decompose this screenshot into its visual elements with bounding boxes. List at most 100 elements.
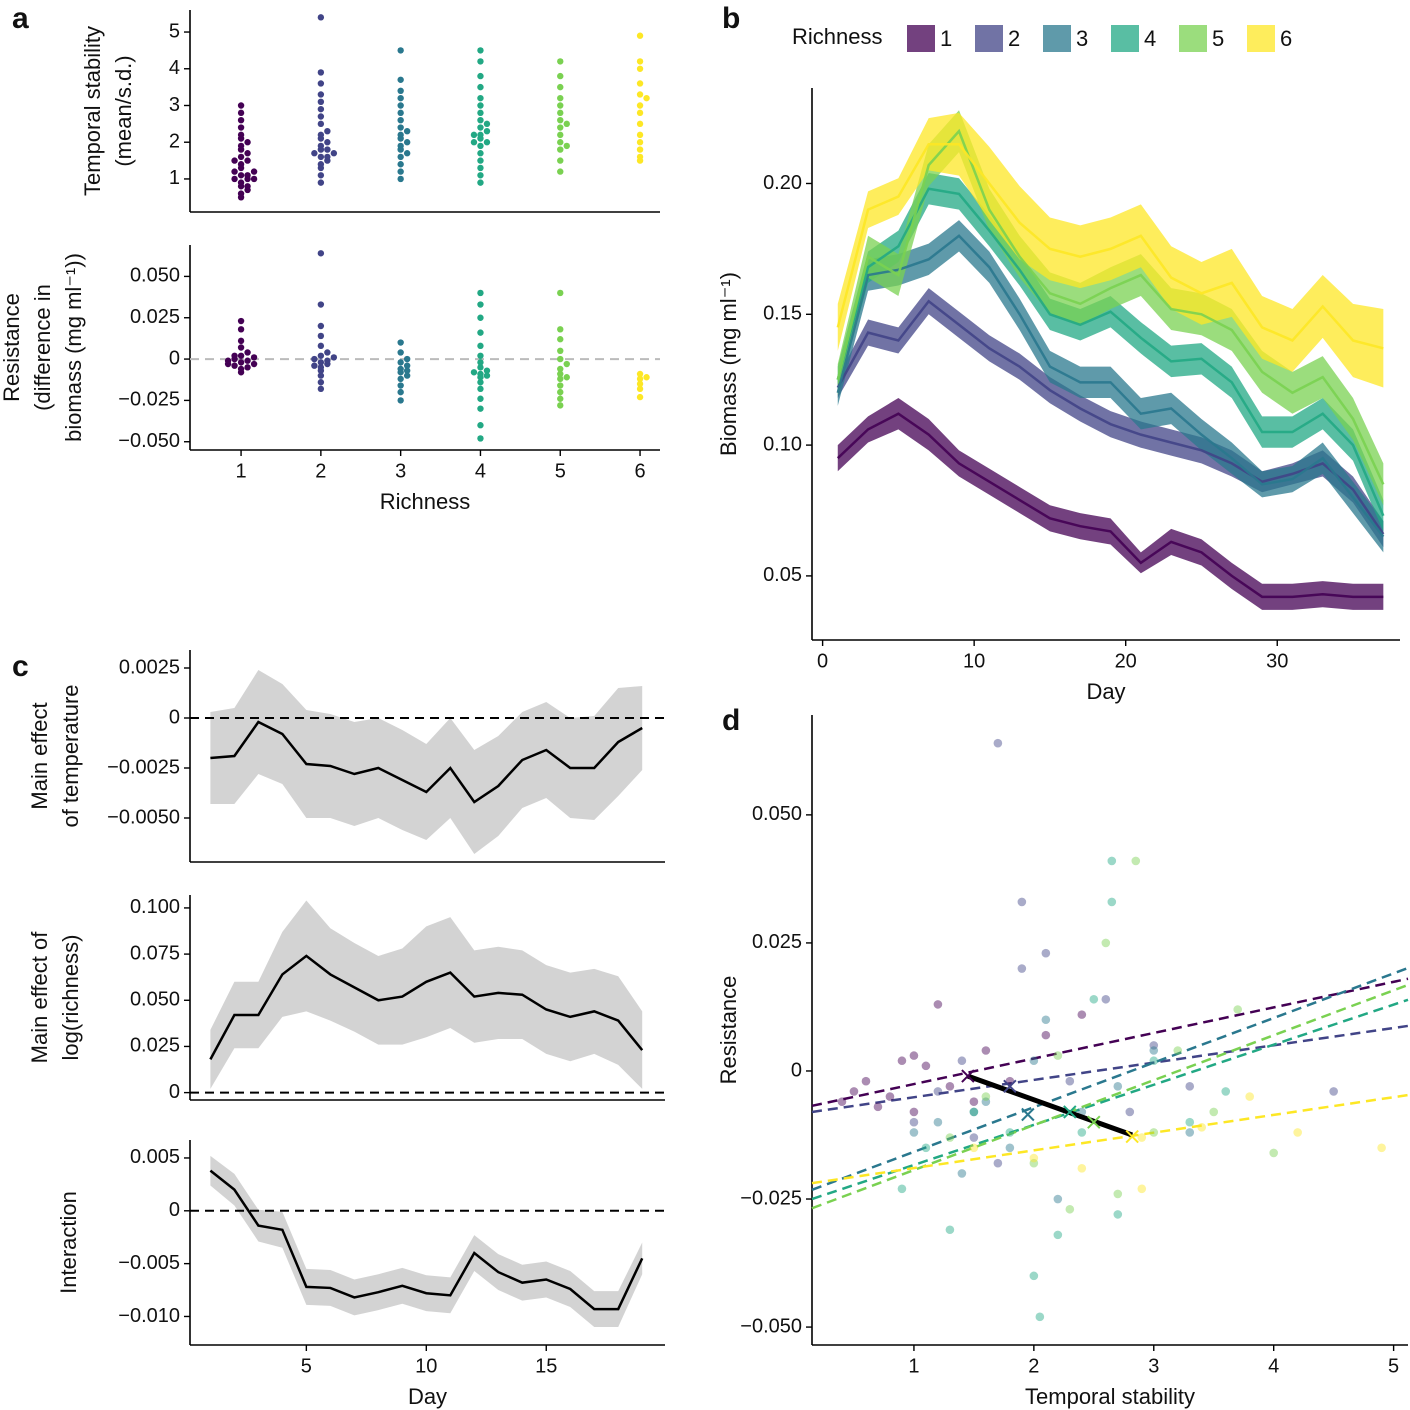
point: [397, 102, 404, 109]
y-axis-label: Main effect: [27, 702, 52, 809]
point: [477, 150, 484, 157]
mean-marker: [961, 1069, 975, 1083]
point: [1077, 1128, 1087, 1137]
point: [477, 289, 484, 297]
point: [477, 172, 484, 179]
point: [957, 1169, 967, 1178]
point: [311, 150, 318, 157]
y-tick-label: 0.100: [130, 896, 180, 918]
point: [1053, 1051, 1063, 1060]
point: [1125, 1107, 1135, 1117]
mean-marker: [1003, 1079, 1017, 1094]
point: [921, 1061, 931, 1071]
series-line: [209, 1169, 644, 1311]
x-tick-label: 6: [634, 460, 645, 482]
point: [557, 116, 564, 124]
point: [483, 372, 491, 379]
mean-marker: [1125, 1129, 1139, 1144]
mean-marker: [1021, 1107, 1035, 1122]
point: [969, 1143, 979, 1153]
point: [403, 139, 411, 146]
point: [324, 128, 331, 135]
fit-line: [811, 1093, 1409, 1185]
point: [557, 388, 564, 396]
point: [317, 172, 325, 179]
y-tick-label: 0.025: [752, 931, 802, 953]
point: [1173, 1046, 1183, 1055]
point: [237, 116, 245, 124]
point: [636, 65, 644, 72]
point: [244, 349, 251, 356]
y-axis-label: Temporal stability: [80, 26, 105, 196]
point: [557, 124, 564, 131]
x-axis-label: Day: [408, 1384, 447, 1409]
series-line: [209, 954, 644, 1060]
point: [837, 1097, 847, 1107]
point: [250, 175, 258, 183]
point: [477, 83, 484, 91]
point: [237, 352, 245, 359]
point: [237, 131, 245, 139]
series-line: [836, 128, 1385, 485]
point: [1035, 1312, 1045, 1322]
point: [643, 374, 650, 381]
x-tick-label: 5: [1388, 1355, 1399, 1377]
point: [477, 116, 484, 124]
x-tick-label: 0: [817, 650, 828, 672]
y-axis-label: biomass (mg ml⁻¹)): [61, 253, 86, 442]
point: [477, 314, 484, 321]
y-axis-label: Interaction: [56, 1191, 81, 1294]
point: [969, 1097, 979, 1107]
point: [557, 355, 564, 363]
point: [317, 161, 325, 168]
y-axis-label: Main effect of: [27, 931, 52, 1064]
point: [1149, 1041, 1159, 1050]
point: [397, 153, 404, 161]
point: [397, 175, 404, 183]
point: [317, 179, 325, 186]
point: [1197, 1123, 1207, 1132]
point: [1113, 1082, 1123, 1091]
point: [909, 1107, 919, 1117]
point: [643, 94, 650, 102]
point: [945, 1133, 955, 1142]
legend-label: 2: [1008, 26, 1020, 51]
point: [397, 161, 404, 168]
point: [557, 139, 564, 146]
point: [237, 344, 245, 351]
point: [1029, 1158, 1039, 1168]
series-line: [836, 412, 1384, 599]
point: [981, 1046, 991, 1055]
point: [477, 342, 484, 350]
point: [244, 150, 251, 157]
point: [324, 349, 331, 356]
point: [1107, 897, 1117, 907]
point: [1149, 1128, 1159, 1137]
y-tick-label: 5: [169, 20, 180, 42]
point: [1041, 1015, 1051, 1025]
point: [557, 109, 564, 117]
point: [317, 91, 325, 98]
point: [557, 94, 564, 102]
y-tick-label: −0.050: [118, 430, 180, 452]
point: [317, 98, 325, 106]
point: [470, 139, 478, 146]
point: [477, 179, 484, 186]
mean-marker: [1087, 1115, 1101, 1129]
point: [1101, 994, 1111, 1004]
point: [849, 1087, 859, 1096]
point: [403, 367, 411, 374]
point: [557, 146, 564, 153]
confidence-band: [837, 112, 1384, 388]
y-tick-label: −0.025: [740, 1187, 802, 1209]
y-tick-label: 0.025: [130, 306, 180, 328]
x-tick-label: 3: [395, 460, 406, 482]
point: [1113, 1210, 1123, 1219]
legend-swatch: [1247, 25, 1275, 52]
point: [317, 113, 325, 120]
point: [483, 128, 491, 135]
point: [1137, 1184, 1147, 1194]
point: [324, 153, 331, 161]
y-tick-label: 0.05: [763, 564, 802, 586]
point: [557, 395, 564, 402]
